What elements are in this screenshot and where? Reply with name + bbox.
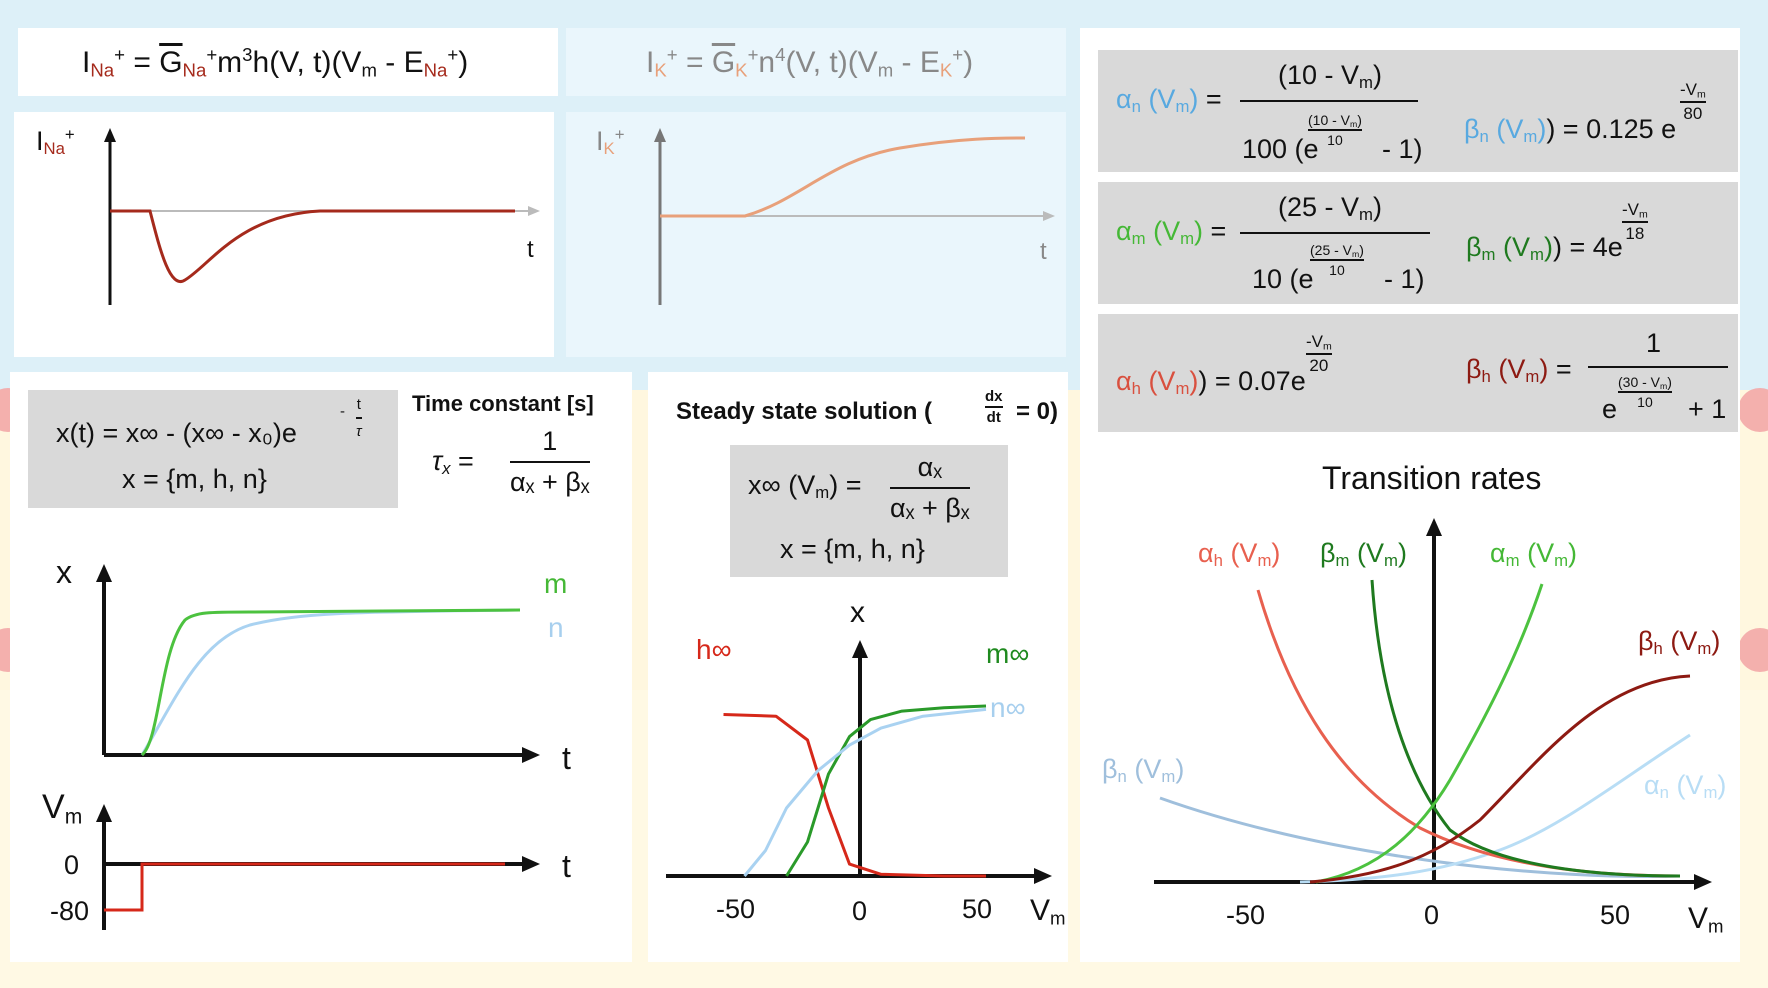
steady-line2: x = {m, h, n} [780,534,925,564]
h-inf-label: h∞ [696,634,732,665]
ik-curve [660,136,1026,218]
ik-equation: IK+ = GK+n4(V, t)(Vm - EK+) [646,43,974,81]
steady-fraction: αₓ αₓ + βₓ [890,452,970,523]
ina-equation-panel [18,28,558,96]
tau-fraction: 1 αₓ + βₓ [510,426,590,497]
steady-lhs: x∞ (Vm) = [748,470,862,503]
transition-xlabel: Vm [1688,902,1724,937]
alpha-h-exp: -Vm 20 [1306,332,1332,375]
n-label: n [548,612,564,643]
gating-xlabel: t [562,740,571,776]
steady-ylabel: x [850,596,865,629]
h-rates-box [1098,314,1738,432]
beta-h-den: e [1602,394,1618,424]
transition-xtick-neg50: -50 [1226,900,1266,930]
alpha-m-num: (25 - Vm) [1278,192,1382,225]
alpha-h-plot-label: αh (Vm) [1198,538,1281,571]
beta-n-plot-label: βn (Vm) [1102,754,1185,787]
beta-m-exp: -Vm 18 [1622,200,1648,243]
beta-h-den-post: + 1 [1688,394,1727,424]
alpha-n-den-post: - 1) [1382,134,1423,164]
alpha-n-curve [1299,733,1691,884]
n-rates-box [1098,50,1738,172]
alpha-m-curve [1315,583,1544,884]
steady-state-title: Steady state solution ( [676,398,933,425]
steady-state-title-end: = 0) [1016,398,1059,425]
alpha-m-plot-label: αm (Vm) [1490,538,1578,571]
m-inf-label: m∞ [986,638,1030,669]
alpha-n-bar [1240,100,1418,102]
ik-xlabel: t [1040,238,1047,265]
voltage-xlabel: t [562,848,571,884]
alpha-m-bar [1240,232,1430,234]
alpha-m-den-post: - 1) [1384,264,1425,294]
n-inf-label: n∞ [990,692,1026,723]
gating-exp-sign: - [340,403,345,420]
steady-xtick-0: 0 [852,896,868,926]
alpha-n-den-exp: (10 - Vm) 10 [1308,112,1362,148]
voltage-tick-0: 0 [64,850,80,880]
ina-plot-panel [14,112,554,357]
beta-m-lhs: βm (Vm)) = 4e [1466,232,1623,265]
m-label: m [544,568,568,599]
beta-h-bar [1588,366,1728,368]
alpha-m-den-exp: (25 - Vm) 10 [1310,242,1364,278]
gating-solution-line2: x = {m, h, n} [122,464,267,494]
alpha-m-den: 10 (e [1252,264,1314,294]
ina-xlabel: t [527,236,534,263]
alpha-h-lhs: αh (Vm)) = 0.07e [1116,366,1306,399]
gating-ylabel: x [56,554,72,590]
voltage-step [104,862,505,912]
tau-lhs: τx = [432,446,474,479]
m-rates-box [1098,182,1738,304]
beta-h-num: 1 [1646,328,1662,358]
transition-xtick-50: 50 [1600,900,1631,930]
steady-xlabel: Vm [1030,894,1066,929]
steady-xtick-neg50: -50 [716,894,756,924]
ik-equation-panel [566,28,1066,96]
beta-h-curve [1309,674,1691,884]
steady-curve-n [743,707,987,877]
gating-solution-line1: x(t) = x∞ - (x∞ - x₀)e [56,418,297,448]
steady-curve-m [785,704,987,877]
alpha-h-curve [1256,589,1681,878]
alpha-n-lhs: αn (Vm) = [1116,84,1222,117]
steady-state-box [730,445,1008,577]
ik-plot-panel [566,112,1066,357]
time-constant-title: Time constant [s] [412,391,594,416]
ina-equation: INa+ = GNa+m3h(V, t)(Vm - ENa+) [82,43,469,81]
beta-h-plot-label: βh (Vm) [1638,626,1721,659]
ik-ylabel: IK+ [596,124,625,159]
beta-n-curve [1159,796,1681,878]
beta-n-lhs: βn (Vm)) = 0.125 e [1464,114,1677,147]
beta-h-den-exp: (30 - Vm) 10 [1618,374,1672,410]
alpha-n-den: 100 (e [1242,134,1319,164]
steady-curve-h [723,713,986,878]
transition-title: Transition rates [1322,460,1542,496]
gating-solution-box [28,390,398,508]
beta-m-plot-label: βm (Vm) [1320,538,1407,571]
alpha-n-plot-label: αn (Vm) [1644,770,1727,803]
voltage-tick-80: -80 [50,896,90,926]
beta-m-curve [1370,579,1681,878]
dxdt-fraction: dx dt [985,388,1003,426]
transition-xtick-0: 0 [1424,900,1440,930]
ina-curve [110,209,515,283]
m-curve [140,608,521,757]
beta-n-exp: -Vm 80 [1680,80,1706,123]
ina-ylabel: INa+ [36,124,75,159]
alpha-n-num: (10 - Vm) [1278,60,1382,93]
beta-h-lhs: βh (Vm) = [1466,354,1572,387]
steady-xtick-50: 50 [962,894,993,924]
alpha-m-lhs: αm (Vm) = [1116,216,1227,249]
voltage-ylabel: Vm [42,788,83,829]
